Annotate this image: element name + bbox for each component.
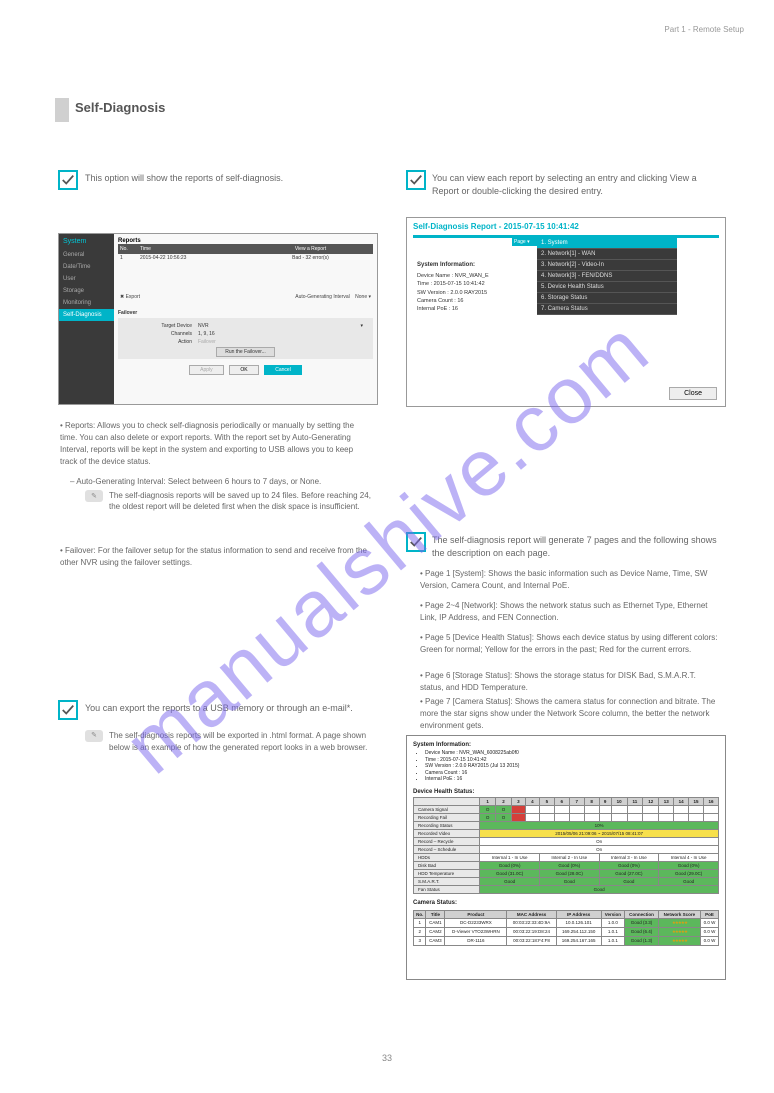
reports-table-header: No. Time View a Report <box>118 244 373 254</box>
ss3-sysinfo-title: System Information: <box>413 742 719 748</box>
ss3-sysinfo-list: Device Name : NVR_WAN_6008225ab0f0 Time … <box>413 750 719 783</box>
step-3-checkbox <box>406 532 426 552</box>
sidebar-item-self-diagnosis[interactable]: Self-Diagnosis <box>59 309 114 321</box>
page5-desc: • Page 5 [Device Health Status]: Shows e… <box>420 632 720 656</box>
step-2-checkbox <box>406 170 426 190</box>
action-value: Failover <box>198 339 363 345</box>
note-block: ✎ The self-diagnosis reports will be sav… <box>85 490 375 512</box>
sidebar-item-storage[interactable]: Storage <box>59 285 114 297</box>
settings-sidebar: System General Date/Time User Storage Mo… <box>59 234 114 404</box>
step-4-text: You can export the reports to a USB memo… <box>85 702 375 715</box>
screenshot-self-diagnosis-settings: System General Date/Time User Storage Mo… <box>58 233 378 405</box>
cell-time: 2015-04-22 10:56:23 <box>140 255 250 261</box>
page7-desc: • Page 7 [Camera Status]: Shows the came… <box>420 696 720 732</box>
page6-desc: • Page 6 [Storage Status]: Shows the sto… <box>420 670 720 694</box>
sysinfo-title: System Information: <box>417 262 475 268</box>
screenshot-report-dialog: Self-Diagnosis Report - 2015-07-15 10:41… <box>406 217 726 407</box>
channels-label: Channels <box>128 331 198 337</box>
sidebar-item-user[interactable]: User <box>59 273 114 285</box>
menu-item-system[interactable]: 1. System <box>537 238 677 249</box>
export-note: ✎ The self-diagnosis reports will be exp… <box>85 730 375 754</box>
ss3-dh-title: Device Health Status: <box>413 789 719 795</box>
col-view: View a Report <box>250 246 371 252</box>
report-row[interactable]: 1 2015-04-22 10:56:23 Bad - 32 error(s) <box>118 254 373 262</box>
cam-row: 2CAM2D-Viewer VTO23WHRN00:03:22:19:D8:24… <box>414 927 719 936</box>
failover-label: Failover <box>118 310 373 316</box>
bullet-auto: – Auto-Generating Interval: Select betwe… <box>70 476 370 488</box>
device-health-table: 12345678910111213141516 Camera SignalOO … <box>413 797 719 894</box>
page1-desc: • Page 1 [System]: Shows the basic infor… <box>420 568 720 592</box>
export-label[interactable]: Export <box>126 294 140 300</box>
note-text: The self-diagnosis reports will be saved… <box>109 490 375 512</box>
note-icon-2: ✎ <box>85 730 103 742</box>
header-breadcrumb: Part 1 - Remote Setup <box>664 25 744 34</box>
col-no: No. <box>120 246 140 252</box>
cam-row: 3CAM3DR-111600:03:22:18:F4:F8169.254.167… <box>414 936 719 945</box>
ss3-info-5: Internal PoE : 16 <box>425 776 719 783</box>
target-device-label: Target Device <box>128 323 198 329</box>
channels-value[interactable]: 1, 9, 16 <box>198 331 363 337</box>
menu-item-net1[interactable]: 2. Network[1] - WAN <box>537 249 677 260</box>
report-body: Page ▾ 1. System 2. Network[1] - WAN 3. … <box>407 238 725 319</box>
cell-result: Bad - 32 error(s) <box>250 255 371 261</box>
apply-button[interactable]: Apply <box>189 365 224 375</box>
export-note-text: The self-diagnosis reports will be expor… <box>109 730 375 754</box>
ok-button[interactable]: OK <box>229 365 258 375</box>
bullet-failover: • Failover: For the failover setup for t… <box>60 545 370 569</box>
run-failover-button[interactable]: Run the Failover... <box>216 347 275 357</box>
step-1-checkbox <box>58 170 78 190</box>
menu-item-net2[interactable]: 3. Network[2] - Video-In <box>537 260 677 271</box>
page-number: 33 <box>382 1053 392 1063</box>
action-label: Action <box>128 339 198 345</box>
sidebar-title: System <box>59 234 114 249</box>
step-3-text: The self-diagnosis report will generate … <box>432 534 722 559</box>
cell-no: 1 <box>120 255 140 261</box>
bullet-reports: • Reports: Allows you to check self-diag… <box>60 420 370 468</box>
auto-gen-row: ✖ Export Auto-Generating Interval None ▾ <box>118 292 373 302</box>
page-menu: 1. System 2. Network[1] - WAN 3. Network… <box>537 238 677 315</box>
target-device-value[interactable]: NVR <box>198 323 360 329</box>
step-4-checkbox <box>58 700 78 720</box>
auto-gen-value[interactable]: None <box>351 294 367 300</box>
settings-main: Reports No. Time View a Report 1 2015-04… <box>114 234 377 404</box>
sidebar-item-datetime[interactable]: Date/Time <box>59 261 114 273</box>
screenshot-html-report: System Information: Device Name : NVR_WA… <box>406 735 726 980</box>
cam-row: 1CAM1DC-D2233WRX00:03:22:33:4D:9A10.0.12… <box>414 918 719 927</box>
page2-desc: • Page 2~4 [Network]: Shows the network … <box>420 600 720 624</box>
menu-item-storage[interactable]: 6. Storage Status <box>537 293 677 304</box>
close-button[interactable]: Close <box>669 387 717 400</box>
auto-gen-label: Auto-Generating Interval <box>295 294 349 300</box>
col-time: Time <box>140 246 250 252</box>
note-icon: ✎ <box>85 490 103 502</box>
chapter-marker <box>55 98 69 122</box>
camera-status-table: No.TitleProductMAC AddressIP AddressVers… <box>413 910 719 946</box>
sidebar-item-general[interactable]: General <box>59 249 114 261</box>
step-1-text: This option will show the reports of sel… <box>85 172 365 185</box>
chapter-title: Self-Diagnosis <box>75 100 165 115</box>
report-title: Self-Diagnosis Report - 2015-07-15 10:41… <box>407 218 725 235</box>
page-dropdown[interactable]: Page ▾ <box>512 238 540 246</box>
failover-section: Failover Target DeviceNVR ▾ Channels1, 9… <box>118 310 373 359</box>
dialog-buttons: Apply OK Cancel <box>118 365 373 375</box>
menu-item-camera[interactable]: 7. Camera Status <box>537 304 677 315</box>
sidebar-item-monitoring[interactable]: Monitoring <box>59 297 114 309</box>
menu-item-net3[interactable]: 4. Network[3] - FEN/DDNS <box>537 271 677 282</box>
cancel-button[interactable]: Cancel <box>264 365 302 375</box>
menu-item-health[interactable]: 5. Device Health Status <box>537 282 677 293</box>
ss3-cam-title: Camera Status: <box>413 900 719 906</box>
step-2-text: You can view each report by selecting an… <box>432 172 712 197</box>
